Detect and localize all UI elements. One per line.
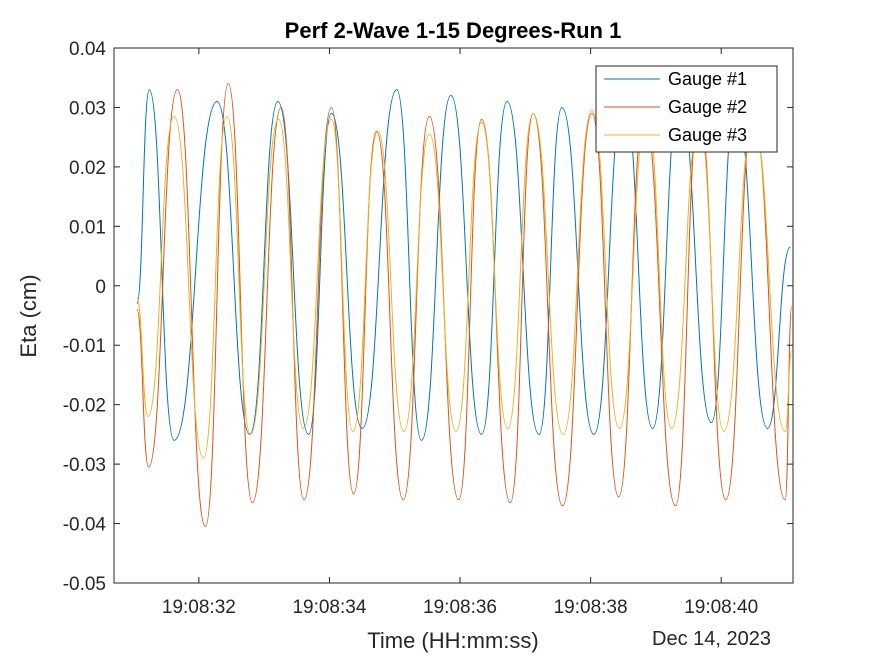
x-axis-title: Time (HH:mm:ss) [367, 628, 539, 653]
y-tick-label: 0.01 [69, 217, 106, 238]
y-tick-label: -0.03 [63, 455, 106, 476]
chart-title: Perf 2-Wave 1-15 Degrees-Run 1 [285, 18, 622, 43]
y-axis: -0.05 -0.04 -0.03 -0.02 -0.01 0 0.01 0.02 0.03 0.… [63, 39, 793, 595]
y-tick-label: 0 [95, 277, 106, 298]
date-label: Dec 14, 2023 [652, 628, 771, 650]
axes-box [113, 47, 794, 584]
x-tick-label: 19:08:38 [554, 597, 628, 618]
y-tick-label: -0.01 [63, 336, 106, 357]
series-line-gauge-3 [136, 109, 793, 459]
axes-layer [113, 47, 794, 584]
y-tick-label: -0.05 [63, 574, 106, 595]
y-tick-label: 0.02 [69, 158, 106, 179]
legend-label-gauge-2: Gauge #2 [668, 97, 747, 117]
y-tick-label: 0.03 [69, 98, 106, 119]
legend-box [595, 65, 778, 153]
series-line-gauge-2 [136, 83, 793, 528]
y-tick-label: -0.02 [63, 396, 106, 417]
y-tick-label: 0.04 [69, 39, 106, 60]
legend-label-gauge-1: Gauge #1 [668, 69, 747, 89]
x-axis: 19:08:32 19:08:34 19:08:36 19:08:38 19:08:40 [162, 48, 758, 618]
x-tick-label: 19:08:32 [162, 597, 236, 618]
x-tick-label: 19:08:40 [684, 597, 758, 618]
y-tick-label: -0.04 [63, 515, 107, 536]
legend-label-gauge-3: Gauge #3 [668, 125, 747, 145]
legend: Gauge #1 Gauge #2 Gauge #3 [595, 65, 778, 153]
y-axis-title: Eta (cm) [16, 274, 41, 357]
x-tick-label: 19:08:36 [423, 597, 497, 618]
x-tick-label: 19:08:34 [292, 597, 366, 618]
